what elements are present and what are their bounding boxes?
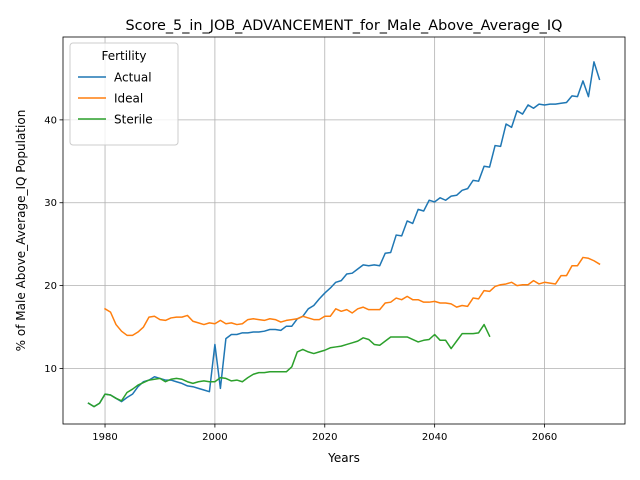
legend-label-actual: Actual <box>114 71 152 85</box>
y-tick-label: 40 <box>44 115 57 126</box>
legend-label-ideal: Ideal <box>114 92 143 106</box>
y-tick-label: 20 <box>44 281 57 292</box>
y-tick-label: 30 <box>44 198 57 209</box>
legend-title: Fertility <box>101 49 146 63</box>
legend: Fertility Actual Ideal Sterile <box>70 43 178 145</box>
x-tick-label: 2060 <box>532 432 557 443</box>
y-axis-label: % of Male Above_Average_IQ Population <box>14 110 28 352</box>
chart-title: Score_5_in_JOB_ADVANCEMENT_for_Male_Abov… <box>126 18 563 34</box>
x-tick-label: 1980 <box>92 432 117 443</box>
x-tick-label: 2040 <box>422 432 447 443</box>
y-tick-label: 10 <box>44 364 57 375</box>
x-tick-label: 2020 <box>312 432 337 443</box>
legend-label-sterile: Sterile <box>114 113 153 127</box>
x-tick-label: 2000 <box>202 432 227 443</box>
x-axis-label: Years <box>327 451 360 465</box>
